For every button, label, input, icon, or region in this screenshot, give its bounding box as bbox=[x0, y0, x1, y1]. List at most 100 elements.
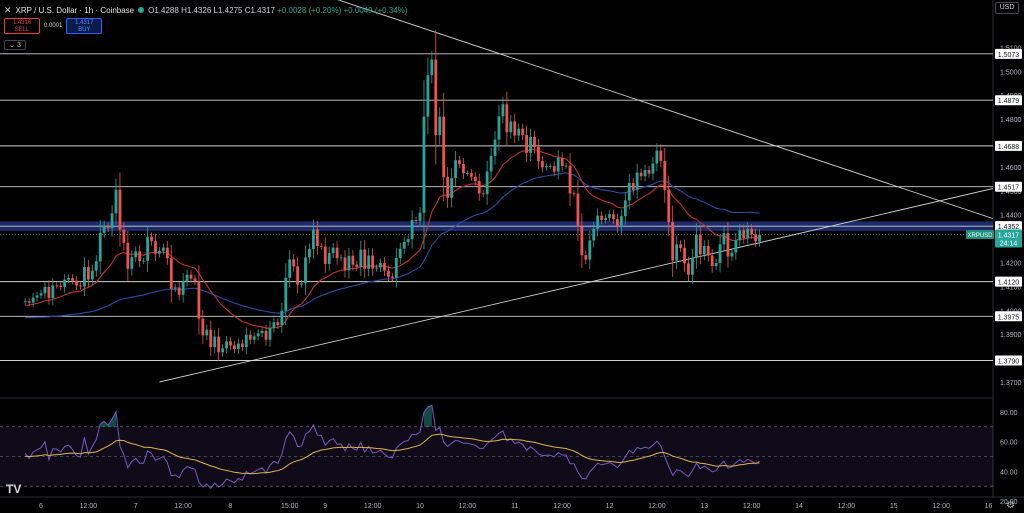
candle bbox=[422, 80, 426, 250]
buy-button[interactable]: 1.4317 BUY bbox=[66, 18, 103, 34]
candle-body bbox=[288, 259, 292, 278]
candle-body bbox=[59, 285, 63, 288]
candle-body bbox=[86, 267, 90, 280]
candle bbox=[556, 150, 560, 180]
buy-price: 1.4317 bbox=[75, 20, 94, 26]
candle bbox=[323, 237, 327, 273]
sell-button[interactable]: 1.4316 SELL bbox=[4, 18, 40, 34]
candle bbox=[450, 168, 453, 208]
candle bbox=[165, 241, 169, 265]
candle-body bbox=[177, 287, 181, 295]
gear-icon[interactable]: ⚙ bbox=[1006, 500, 1015, 511]
time-tick-label: 13 bbox=[700, 503, 708, 510]
candle-body bbox=[197, 281, 201, 319]
candle-body bbox=[110, 213, 114, 229]
candle bbox=[351, 249, 355, 271]
candle-body bbox=[31, 297, 35, 303]
rsi-tick-label: 60.00 bbox=[1000, 440, 1018, 447]
candle bbox=[233, 341, 236, 354]
candle-body bbox=[698, 234, 702, 255]
close-icon[interactable]: ✕ bbox=[4, 4, 12, 15]
candle-body bbox=[252, 336, 256, 340]
candle-body bbox=[513, 121, 517, 136]
candle bbox=[213, 330, 217, 354]
candle-body bbox=[331, 247, 335, 254]
level-price-tag: 1.5073 bbox=[995, 48, 1022, 59]
candle bbox=[197, 265, 201, 335]
price-tick-label: 1.4600 bbox=[1000, 165, 1022, 172]
ohlc-values: O1.4288 H1.4326 L1.4275 C1.4317 +0.0028 … bbox=[148, 6, 407, 15]
candle-body bbox=[339, 257, 343, 259]
candle-body bbox=[280, 310, 284, 326]
candle-body bbox=[371, 255, 375, 269]
candle-body bbox=[390, 276, 394, 278]
candle-body bbox=[244, 334, 248, 348]
candle-body bbox=[296, 266, 300, 285]
candle-body bbox=[130, 257, 134, 269]
time-tick-label: 8 bbox=[229, 503, 233, 510]
candle-body bbox=[47, 286, 51, 298]
candle bbox=[339, 254, 343, 262]
candle bbox=[142, 257, 146, 265]
candle bbox=[651, 157, 655, 180]
candle-body bbox=[552, 166, 556, 172]
candle bbox=[750, 224, 754, 239]
market-status-icon bbox=[138, 7, 145, 13]
candle bbox=[643, 164, 647, 182]
candle bbox=[240, 339, 244, 352]
candle bbox=[327, 246, 331, 271]
candle-body bbox=[750, 228, 754, 235]
time-tick-label: 15:00 bbox=[281, 503, 299, 510]
candle-body bbox=[525, 134, 529, 153]
buy-label: BUY bbox=[78, 27, 91, 33]
candle bbox=[568, 153, 572, 207]
candle-body bbox=[544, 166, 548, 168]
candle-body bbox=[414, 219, 418, 221]
price-tick-label: 1.4100 bbox=[1000, 284, 1022, 291]
candle-body bbox=[469, 173, 473, 177]
candle-body bbox=[616, 219, 619, 228]
candle bbox=[694, 223, 698, 269]
candle-body bbox=[98, 232, 102, 262]
candle-body bbox=[114, 189, 118, 214]
level-price-tag: 1.4688 bbox=[995, 140, 1022, 151]
candle bbox=[347, 247, 351, 279]
candle bbox=[473, 172, 477, 186]
indicators-collapse-button[interactable]: ⌄ 3 bbox=[4, 40, 26, 50]
time-tick-label: 14 bbox=[795, 503, 803, 510]
rsi-tick-label: 80.00 bbox=[1000, 410, 1018, 417]
candle-body bbox=[355, 264, 359, 268]
candle bbox=[383, 257, 386, 277]
candle bbox=[237, 338, 240, 354]
candle-body bbox=[237, 343, 240, 350]
candle bbox=[67, 274, 71, 284]
symbol-tag-bg bbox=[966, 230, 994, 240]
candle-body bbox=[260, 330, 264, 334]
candle bbox=[185, 269, 189, 286]
candle-body bbox=[694, 234, 698, 258]
candle bbox=[189, 270, 193, 283]
candle-body bbox=[588, 240, 592, 260]
currency-selector[interactable]: USD bbox=[995, 2, 1019, 14]
candle bbox=[469, 168, 473, 181]
symbol-title[interactable]: XRP / U.S. Dollar · 1h · Coinbase bbox=[15, 5, 135, 15]
candle bbox=[83, 257, 86, 297]
candle-body bbox=[209, 329, 213, 348]
high-value: H1.4326 bbox=[181, 5, 212, 15]
candle-body bbox=[718, 244, 722, 263]
candle-body bbox=[643, 170, 647, 177]
candle-body bbox=[221, 348, 225, 353]
level-price-tag-text: 1.3975 bbox=[998, 314, 1020, 321]
candle bbox=[552, 161, 556, 177]
candle bbox=[284, 263, 288, 326]
candle-body bbox=[655, 150, 659, 164]
candle-body bbox=[142, 260, 146, 262]
candle bbox=[722, 226, 726, 252]
candle bbox=[154, 234, 157, 261]
candle bbox=[355, 260, 359, 271]
candle bbox=[434, 30, 438, 165]
rsi-tick-label: 20.00 bbox=[1000, 499, 1018, 506]
candle-body bbox=[126, 242, 130, 269]
